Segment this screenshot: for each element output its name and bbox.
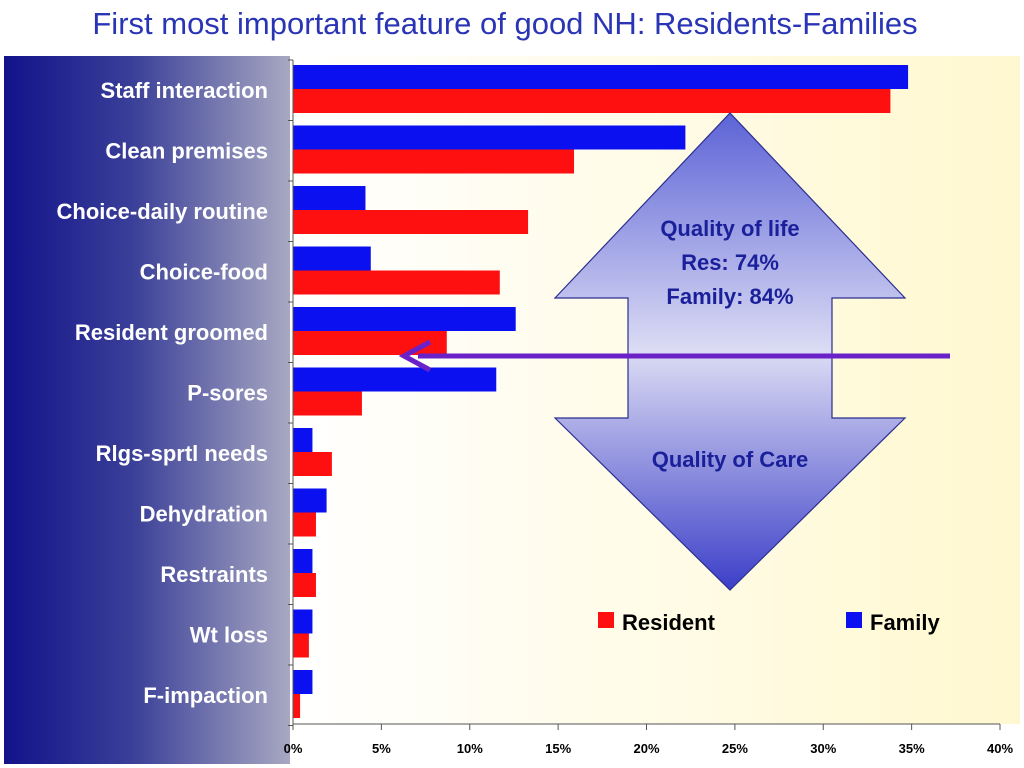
bar-resident-6: [293, 391, 362, 416]
pointer-arrow: [398, 339, 950, 373]
category-label-9: Restraints: [160, 562, 268, 587]
bar-family-9: [293, 549, 313, 573]
callout-line-1: Quality of life: [660, 216, 799, 241]
x-tick-label: 30%: [810, 741, 836, 756]
bar-resident-1: [293, 89, 891, 113]
x-tick-label: 5%: [372, 741, 391, 756]
bar-resident-11: [293, 694, 301, 718]
x-tick-label: 20%: [633, 741, 659, 756]
x-tick-label: 0%: [284, 741, 303, 756]
bar-resident-10: [293, 633, 309, 658]
bar-family-6: [293, 367, 497, 392]
category-label-4: Choice-food: [140, 260, 268, 285]
bar-resident-8: [293, 512, 316, 537]
legend-label-family: Family: [870, 610, 940, 635]
category-label-1: Staff interaction: [101, 78, 268, 103]
bar-family-7: [293, 428, 313, 452]
category-label-8: Dehydration: [140, 502, 268, 527]
bar-family-10: [293, 609, 313, 634]
x-axis: 0% 5% 10% 15% 20% 25% 30% 35% 40%: [284, 59, 1013, 756]
x-tick-label: 35%: [899, 741, 925, 756]
bar-resident-9: [293, 573, 316, 597]
legend: Resident Family: [598, 610, 940, 635]
bar-family-8: [293, 488, 327, 513]
bar-resident-2: [293, 149, 575, 174]
bar-resident-7: [293, 452, 332, 476]
category-label-7: Rlgs-sprtl needs: [96, 441, 268, 466]
callout-line-3: Family: 84%: [666, 284, 793, 309]
callout-bottom-text: Quality of Care: [652, 447, 808, 472]
bar-resident-3: [293, 210, 529, 234]
x-tick-label: 10%: [457, 741, 483, 756]
category-label-2: Clean premises: [105, 139, 268, 164]
category-label-5: Resident groomed: [75, 320, 268, 345]
category-label-11: F-impaction: [143, 683, 268, 708]
bar-resident-5: [293, 331, 447, 355]
x-tick-label: 15%: [545, 741, 571, 756]
chart-title: First most important feature of good NH:…: [92, 6, 918, 41]
legend-swatch-resident: [598, 612, 614, 628]
category-label-6: P-sores: [187, 381, 268, 406]
x-tick-label: 25%: [722, 741, 748, 756]
callout-line-2: Res: 74%: [681, 250, 779, 275]
bar-family-11: [293, 670, 313, 694]
category-label-10: Wt loss: [190, 623, 268, 648]
category-label-3: Choice-daily routine: [57, 199, 268, 224]
bar-family-4: [293, 246, 371, 271]
bar-family-5: [293, 307, 516, 331]
bar-family-2: [293, 125, 686, 150]
bar-family-1: [293, 65, 909, 89]
bar-family-3: [293, 186, 366, 210]
category-labels: Staff interaction Clean premises Choice-da…: [57, 78, 268, 708]
bars-layer: [293, 65, 909, 718]
category-panel: [4, 56, 290, 764]
x-tick-label: 40%: [987, 741, 1013, 756]
legend-swatch-family: [846, 612, 862, 628]
quality-double-arrow: [553, 112, 907, 591]
bar-resident-4: [293, 270, 500, 295]
legend-label-resident: Resident: [622, 610, 716, 635]
